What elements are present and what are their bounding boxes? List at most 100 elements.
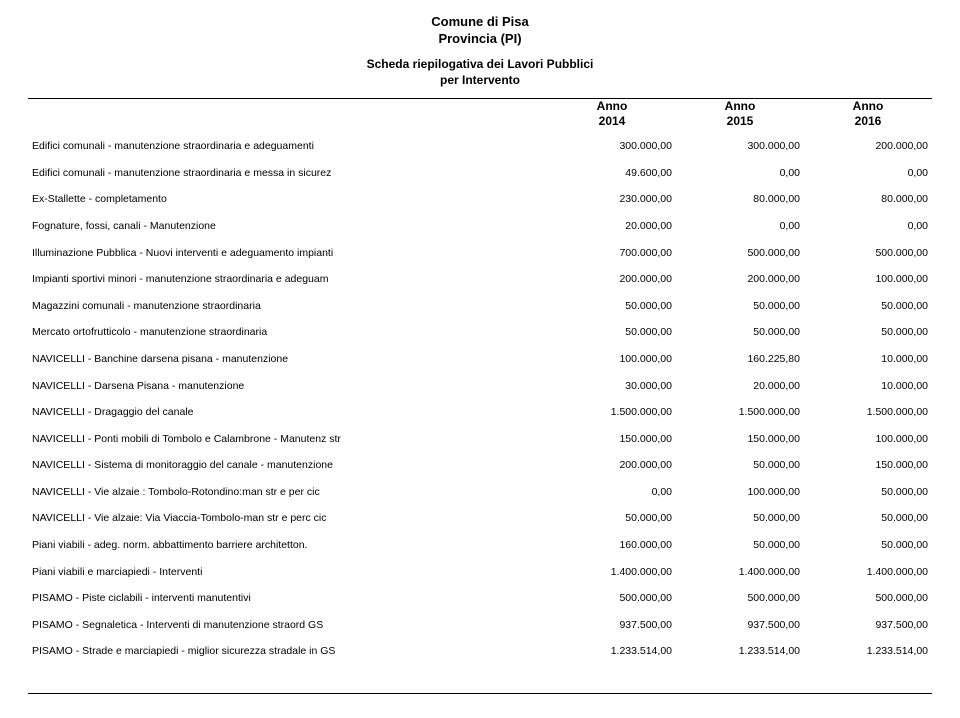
- table-row: Mercato ortofrutticolo - manutenzione st…: [28, 319, 932, 346]
- row-value: 50.000,00: [804, 505, 932, 532]
- year-value: 2016: [855, 114, 882, 128]
- row-value: 500.000,00: [676, 240, 804, 267]
- row-value: 1.400.000,00: [804, 559, 932, 586]
- row-value: 700.000,00: [548, 240, 676, 267]
- table-row: Illuminazione Pubblica - Nuovi intervent…: [28, 240, 932, 267]
- row-value: 100.000,00: [676, 479, 804, 506]
- document-subtitle: Scheda riepilogativa dei Lavori Pubblici…: [28, 56, 932, 88]
- row-value: 50.000,00: [676, 532, 804, 559]
- col-year-2016: Anno 2016: [804, 99, 932, 133]
- row-value: 500.000,00: [804, 240, 932, 267]
- row-value: 150.000,00: [676, 426, 804, 453]
- row-value: 200.000,00: [676, 266, 804, 293]
- row-value: 80.000,00: [804, 186, 932, 213]
- col-year-2015: Anno 2015: [676, 99, 804, 133]
- year-label: Anno: [725, 99, 756, 113]
- row-value: 1.400.000,00: [676, 559, 804, 586]
- row-value: 160.000,00: [548, 532, 676, 559]
- table-row: NAVICELLI - Darsena Pisana - manutenzion…: [28, 373, 932, 400]
- row-value: 50.000,00: [676, 452, 804, 479]
- row-value: 50.000,00: [548, 293, 676, 320]
- table-row: NAVICELLI - Ponti mobili di Tombolo e Ca…: [28, 426, 932, 453]
- table-header: Anno 2014 Anno 2015 Anno 2016: [28, 99, 932, 133]
- row-description: NAVICELLI - Ponti mobili di Tombolo e Ca…: [28, 426, 548, 453]
- row-value: 80.000,00: [676, 186, 804, 213]
- table-row: Fognature, fossi, canali - Manutenzione2…: [28, 213, 932, 240]
- row-value: 500.000,00: [548, 585, 676, 612]
- table-row: Edifici comunali - manutenzione straordi…: [28, 160, 932, 187]
- row-value: 200.000,00: [804, 133, 932, 160]
- row-value: 50.000,00: [676, 319, 804, 346]
- table-row: NAVICELLI - Banchine darsena pisana - ma…: [28, 346, 932, 373]
- table-row: NAVICELLI - Vie alzaie: Via Viaccia-Tomb…: [28, 505, 932, 532]
- row-description: Piani viabili e marciapiedi - Interventi: [28, 559, 548, 586]
- row-value: 500.000,00: [804, 585, 932, 612]
- year-label: Anno: [853, 99, 884, 113]
- row-value: 50.000,00: [804, 293, 932, 320]
- table-row: Impianti sportivi minori - manutenzione …: [28, 266, 932, 293]
- municipality-name: Comune di Pisa: [28, 14, 932, 31]
- row-value: 1.233.514,00: [548, 638, 676, 665]
- table-row: Ex-Stallette - completamento230.000,0080…: [28, 186, 932, 213]
- row-description: Illuminazione Pubblica - Nuovi intervent…: [28, 240, 548, 267]
- row-value: 300.000,00: [676, 133, 804, 160]
- row-value: 200.000,00: [548, 266, 676, 293]
- row-value: 200.000,00: [548, 452, 676, 479]
- table-row: PISAMO - Segnaletica - Interventi di man…: [28, 612, 932, 639]
- table-row: PISAMO - Piste ciclabili - interventi ma…: [28, 585, 932, 612]
- row-value: 1.233.514,00: [676, 638, 804, 665]
- row-value: 0,00: [804, 160, 932, 187]
- row-value: 50.000,00: [676, 505, 804, 532]
- table-body: Edifici comunali - manutenzione straordi…: [28, 133, 932, 665]
- row-value: 20.000,00: [548, 213, 676, 240]
- row-value: 100.000,00: [804, 266, 932, 293]
- row-value: 50.000,00: [548, 505, 676, 532]
- footer-divider: [28, 693, 932, 694]
- col-description: [28, 99, 548, 133]
- subtitle-line-1: Scheda riepilogativa dei Lavori Pubblici: [367, 57, 594, 71]
- year-label: Anno: [597, 99, 628, 113]
- document-page: Comune di Pisa Provincia (PI) Scheda rie…: [0, 0, 960, 718]
- row-value: 1.400.000,00: [548, 559, 676, 586]
- row-description: PISAMO - Strade e marciapiedi - miglior …: [28, 638, 548, 665]
- row-description: NAVICELLI - Banchine darsena pisana - ma…: [28, 346, 548, 373]
- row-description: Edifici comunali - manutenzione straordi…: [28, 160, 548, 187]
- row-description: Ex-Stallette - completamento: [28, 186, 548, 213]
- row-value: 50.000,00: [804, 319, 932, 346]
- row-value: 20.000,00: [676, 373, 804, 400]
- row-value: 500.000,00: [676, 585, 804, 612]
- row-description: NAVICELLI - Dragaggio del canale: [28, 399, 548, 426]
- row-description: PISAMO - Piste ciclabili - interventi ma…: [28, 585, 548, 612]
- table-row: PISAMO - Strade e marciapiedi - miglior …: [28, 638, 932, 665]
- table-row: NAVICELLI - Dragaggio del canale1.500.00…: [28, 399, 932, 426]
- row-value: 150.000,00: [804, 452, 932, 479]
- col-year-2014: Anno 2014: [548, 99, 676, 133]
- row-value: 49.600,00: [548, 160, 676, 187]
- table-row: Piani viabili - adeg. norm. abbattimento…: [28, 532, 932, 559]
- year-value: 2015: [727, 114, 754, 128]
- row-value: 100.000,00: [548, 346, 676, 373]
- row-value: 160.225,80: [676, 346, 804, 373]
- document-header: Comune di Pisa Provincia (PI) Scheda rie…: [28, 14, 932, 88]
- table-row: Piani viabili e marciapiedi - Interventi…: [28, 559, 932, 586]
- row-value: 1.500.000,00: [548, 399, 676, 426]
- row-value: 0,00: [548, 479, 676, 506]
- row-value: 1.500.000,00: [804, 399, 932, 426]
- year-value: 2014: [599, 114, 626, 128]
- row-description: Fognature, fossi, canali - Manutenzione: [28, 213, 548, 240]
- row-value: 1.233.514,00: [804, 638, 932, 665]
- province-name: Provincia (PI): [28, 31, 932, 48]
- row-value: 937.500,00: [804, 612, 932, 639]
- row-description: Magazzini comunali - manutenzione straor…: [28, 293, 548, 320]
- row-value: 10.000,00: [804, 346, 932, 373]
- row-description: NAVICELLI - Vie alzaie : Tombolo-Rotondi…: [28, 479, 548, 506]
- row-value: 50.000,00: [804, 532, 932, 559]
- row-description: Piani viabili - adeg. norm. abbattimento…: [28, 532, 548, 559]
- table-row: Magazzini comunali - manutenzione straor…: [28, 293, 932, 320]
- row-value: 937.500,00: [676, 612, 804, 639]
- row-description: NAVICELLI - Vie alzaie: Via Viaccia-Tomb…: [28, 505, 548, 532]
- row-value: 937.500,00: [548, 612, 676, 639]
- row-value: 30.000,00: [548, 373, 676, 400]
- row-value: 150.000,00: [548, 426, 676, 453]
- row-value: 230.000,00: [548, 186, 676, 213]
